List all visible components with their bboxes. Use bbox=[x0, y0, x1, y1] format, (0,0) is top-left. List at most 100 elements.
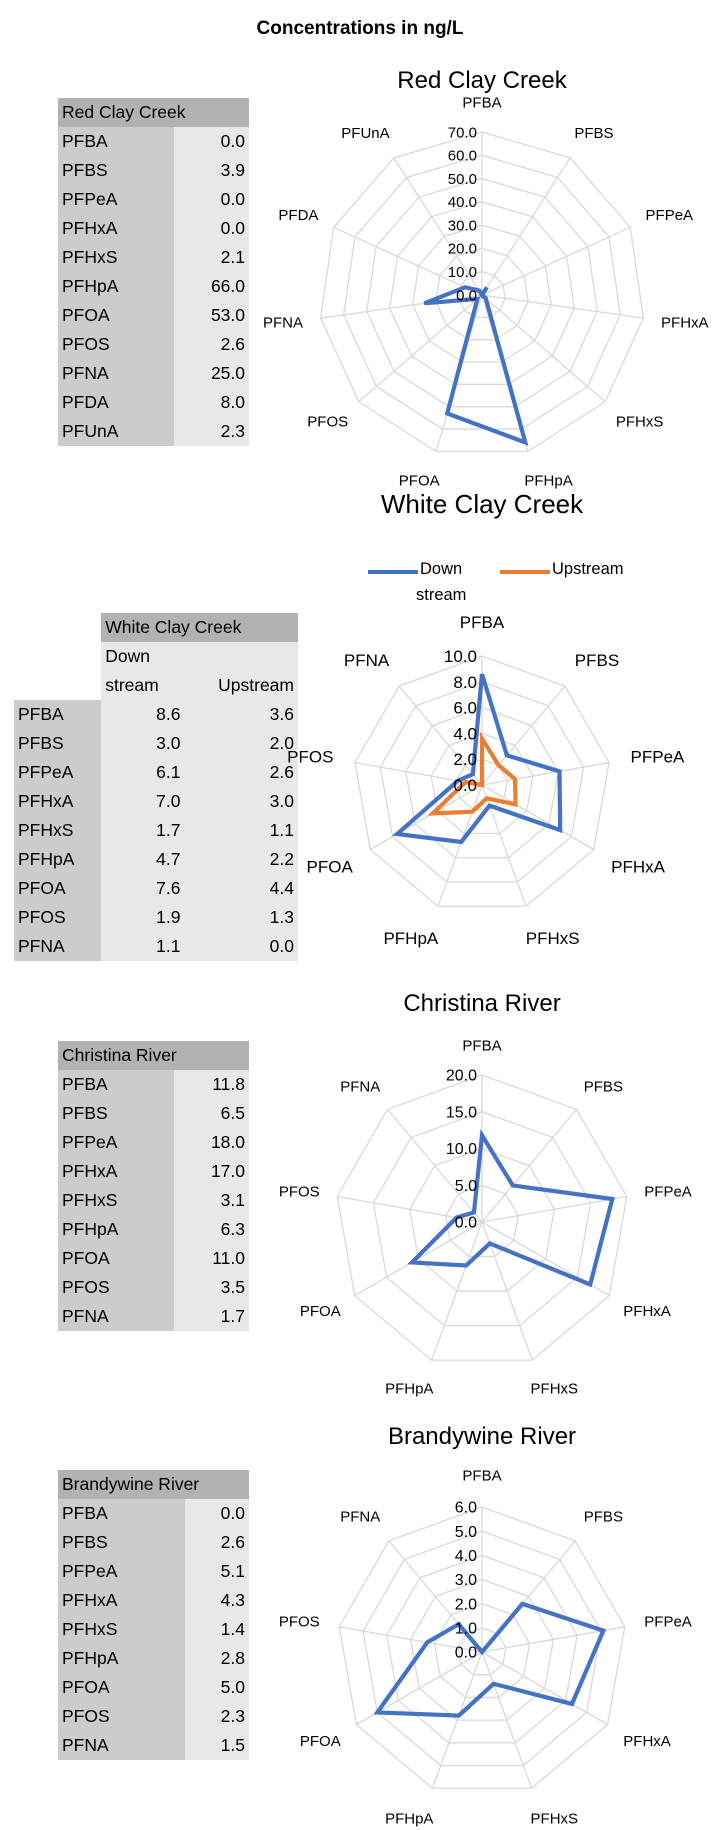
row-label-pfpea: PFPeA bbox=[14, 758, 102, 787]
table-row: PFPeA 5.1 bbox=[58, 1557, 249, 1586]
table-row: PFHxS 2.1 bbox=[58, 243, 249, 272]
table-row: PFOA 7.6 4.4 bbox=[14, 874, 298, 903]
cell-value-pfpea-downstream: 6.1 bbox=[101, 758, 185, 787]
cell-value-pfba-upstream: 3.6 bbox=[184, 700, 298, 729]
row-label-pfbs: PFBS bbox=[58, 1099, 174, 1128]
cell-value-pfpea: 18.0 bbox=[173, 1128, 249, 1157]
table-header: White Clay Creek bbox=[101, 613, 298, 642]
grid-ring bbox=[458, 271, 506, 318]
cell-value-pfoa: 11.0 bbox=[173, 1244, 249, 1273]
grid-ring bbox=[445, 1184, 519, 1258]
row-label-pfoa: PFOA bbox=[58, 1673, 186, 1702]
category-label-pfhpa: PFHpA bbox=[383, 929, 438, 948]
tick-label: 3.0 bbox=[455, 1572, 477, 1589]
grid-spoke bbox=[481, 761, 610, 786]
category-label-pfpea: PFPeA bbox=[646, 207, 694, 224]
cell-value-pfoa-downstream: 7.6 bbox=[101, 874, 185, 903]
row-label-pfpea: PFPeA bbox=[58, 1128, 174, 1157]
grid-spoke bbox=[431, 1651, 483, 1789]
radar-chart-christina-river: Christina River 0.0 5.0 10.0 15.0 20.0 PFBA PFB… bbox=[279, 990, 692, 1398]
series-line-brandywine-river bbox=[373, 1601, 607, 1718]
cell-value-pfhxa: 4.3 bbox=[185, 1586, 249, 1615]
cell-value-pfhxs: 3.1 bbox=[173, 1186, 249, 1215]
grid-spoke bbox=[369, 784, 483, 851]
tick-label: 15.0 bbox=[446, 1104, 477, 1121]
category-label-pfhxs: PFHxS bbox=[616, 414, 664, 431]
grid-spoke bbox=[481, 226, 631, 296]
cell-value-pfna: 1.7 bbox=[173, 1302, 249, 1331]
table-row: PFBS 3.9 bbox=[58, 156, 249, 185]
category-label-pfba: PFBA bbox=[462, 94, 501, 111]
cell-value-pfoa: 5.0 bbox=[185, 1673, 249, 1702]
cell-value-pfba: 0.0 bbox=[173, 127, 249, 156]
cell-value-pfhpa-downstream: 4.7 bbox=[101, 845, 185, 874]
table-row: PFUnA 2.3 bbox=[58, 417, 249, 446]
legend-label-upstream: Upstream bbox=[552, 560, 624, 578]
tick-label: 0.0 bbox=[455, 1645, 477, 1662]
chart-title: White Clay Creek bbox=[381, 489, 584, 519]
table-row: PFHpA 4.7 2.2 bbox=[14, 845, 298, 874]
grid-spoke bbox=[481, 1651, 533, 1789]
tick-label: 6.0 bbox=[455, 1500, 477, 1517]
table-row: PFBS 6.5 bbox=[58, 1099, 249, 1128]
table-row: PFPeA 18.0 bbox=[58, 1128, 249, 1157]
table-row: PFHxA 0.0 bbox=[58, 214, 249, 243]
series-line-red-clay-creek bbox=[423, 285, 529, 446]
grid-ring bbox=[319, 131, 645, 453]
tick-label: 70.0 bbox=[448, 124, 477, 141]
row-label-pfhpa: PFHpA bbox=[14, 845, 102, 874]
table-row: PFOA 53.0 bbox=[58, 301, 249, 330]
series-line-christina-river bbox=[407, 1128, 615, 1288]
row-label-pfhpa: PFHpA bbox=[58, 1215, 174, 1244]
row-label-pfpea: PFPeA bbox=[58, 1557, 186, 1586]
row-label-pfoa: PFOA bbox=[58, 301, 174, 330]
chart-title: Brandywine River bbox=[388, 1423, 576, 1450]
cell-value-pfba-downstream: 8.6 bbox=[101, 700, 185, 729]
row-label-pfna: PFNA bbox=[14, 932, 102, 961]
category-label-pfhxa: PFHxA bbox=[623, 1303, 671, 1320]
cell-value-pfhpa-upstream: 2.2 bbox=[184, 845, 298, 874]
grid-spoke bbox=[437, 784, 483, 907]
category-label-pfna: PFNA bbox=[340, 1079, 380, 1096]
tick-label: 10.0 bbox=[448, 264, 477, 281]
christina-river-table: Christina River PFBA 11.8 PFBS 6.5 PFPeA 18.0… bbox=[58, 1041, 249, 1331]
column-header-downstream-line1: Down bbox=[101, 642, 185, 671]
cell-value-pfhxa-upstream: 3.0 bbox=[184, 787, 298, 816]
grid-spoke bbox=[481, 1651, 608, 1726]
category-label-pfba: PFBA bbox=[462, 1467, 501, 1484]
cell-value-pfpea: 0.0 bbox=[173, 185, 249, 214]
radar-chart-white-clay-creek: White Clay Creek 0.0 2.0 4.0 6.0 8.0 10.0 PFBA P… bbox=[287, 489, 685, 948]
tick-label: 4.0 bbox=[455, 1548, 477, 1565]
category-label-pfhxa: PFHxA bbox=[623, 1733, 671, 1750]
table-row: PFPeA 0.0 bbox=[58, 185, 249, 214]
tick-label: 2.0 bbox=[455, 1596, 477, 1613]
table-row: PFBS 2.6 bbox=[58, 1528, 249, 1557]
cell-value-pfna-downstream: 1.1 bbox=[101, 932, 185, 961]
category-label-pfhpa: PFHpA bbox=[385, 1811, 433, 1828]
tick-label: 6.0 bbox=[453, 699, 477, 718]
cell-value-pfbs: 6.5 bbox=[173, 1099, 249, 1128]
category-label-pfbs: PFBS bbox=[584, 1509, 623, 1526]
category-label-pfoa: PFOA bbox=[399, 472, 440, 489]
category-label-pfbs: PFBS bbox=[574, 125, 613, 142]
grid-ring bbox=[379, 681, 585, 883]
category-label-pfoa: PFOA bbox=[300, 1733, 341, 1750]
row-label-pfhxs: PFHxS bbox=[58, 243, 174, 272]
category-label-pfda: PFDA bbox=[278, 207, 318, 224]
tick-label: 30.0 bbox=[448, 217, 477, 234]
grid-ring bbox=[457, 1627, 507, 1676]
series-line-downstream bbox=[392, 673, 563, 845]
tick-label: 60.0 bbox=[448, 148, 477, 165]
category-label-pfhxs: PFHxS bbox=[531, 1811, 579, 1828]
cell-value-pfba: 0.0 bbox=[185, 1499, 249, 1528]
row-label-pfos: PFOS bbox=[58, 1702, 186, 1731]
table-row: PFOA 5.0 bbox=[58, 1673, 249, 1702]
category-label-pfba: PFBA bbox=[460, 613, 505, 632]
radar-chart-brandywine-river: Brandywine River 0.0 1.0 2.0 3.0 4.0 5.0 6.0 PFB… bbox=[279, 1423, 692, 1828]
row-label-pfos: PFOS bbox=[14, 903, 102, 932]
row-label-pfuna: PFUnA bbox=[58, 417, 174, 446]
page-title: Concentrations in ng/L bbox=[256, 18, 464, 39]
row-label-pfoa: PFOA bbox=[58, 1244, 174, 1273]
cell-value-pfna: 25.0 bbox=[173, 359, 249, 388]
category-label-pfhpa: PFHpA bbox=[524, 472, 572, 489]
